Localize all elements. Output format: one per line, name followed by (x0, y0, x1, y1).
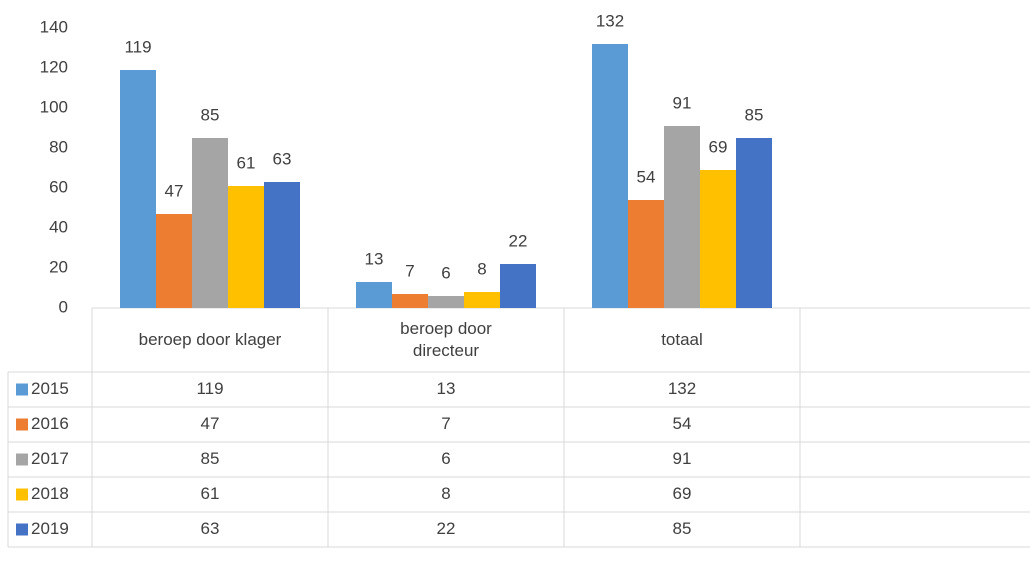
bar (356, 282, 392, 308)
legend-label: 2018 (31, 484, 69, 503)
table-cell: 69 (673, 484, 692, 503)
bar (464, 292, 500, 308)
x-tick-label: beroep door klager (138, 330, 282, 349)
legend-swatch (16, 523, 28, 536)
table-cell: 47 (201, 414, 220, 433)
bar (592, 44, 628, 308)
bar (736, 138, 772, 308)
table-cell: 85 (201, 449, 220, 468)
data-label: 91 (673, 93, 692, 112)
y-tick-label: 120 (40, 57, 68, 76)
data-label: 132 (596, 11, 624, 30)
data-label: 85 (201, 105, 220, 124)
data-label: 8 (477, 259, 486, 278)
data-label: 119 (124, 37, 151, 56)
data-label: 13 (365, 249, 384, 268)
table-cell: 22 (437, 519, 456, 538)
y-tick-label: 140 (40, 17, 68, 36)
x-tick-label: totaal (661, 330, 703, 349)
table-cell: 91 (673, 449, 692, 468)
data-label: 61 (237, 153, 256, 172)
data-label: 47 (165, 181, 184, 200)
table-cell: 13 (437, 379, 456, 398)
legend-label: 2017 (31, 449, 69, 468)
y-tick-label: 80 (49, 137, 68, 156)
category-header: totaal (661, 330, 703, 349)
data-label: 85 (745, 105, 764, 124)
bar (120, 70, 156, 308)
legend-swatch (16, 488, 28, 501)
bar (228, 186, 264, 308)
legend-swatch (16, 418, 28, 431)
data-label: 54 (637, 167, 656, 186)
bar (156, 214, 192, 308)
legend-label: 2016 (31, 414, 69, 433)
category-header: beroep door klager (138, 330, 282, 349)
bar (392, 294, 428, 308)
bar (664, 126, 700, 308)
table-cell: 119 (196, 379, 223, 398)
bar (428, 296, 464, 308)
bar (500, 264, 536, 308)
data-label: 6 (441, 263, 450, 282)
table-cell: 54 (673, 414, 692, 433)
y-tick-label: 20 (49, 257, 68, 276)
category-header: beroep door directeur (400, 319, 492, 360)
table-cell: 7 (441, 414, 450, 433)
data-label: 63 (273, 149, 292, 168)
table-cell: 63 (201, 519, 220, 538)
table-cell: 6 (441, 449, 450, 468)
table-cell: 8 (441, 484, 450, 503)
legend-label: 2019 (31, 519, 69, 538)
x-tick-label: beroep door directeur (400, 319, 492, 360)
y-tick-label: 40 (49, 217, 68, 236)
bar (264, 182, 300, 308)
bar (628, 200, 664, 308)
y-tick-label: 0 (59, 297, 68, 316)
table-cell: 132 (668, 379, 696, 398)
bar (700, 170, 736, 308)
legend-swatch (16, 453, 28, 466)
y-tick-label: 100 (40, 97, 68, 116)
data-label: 22 (509, 231, 528, 250)
legend-label: 2015 (31, 379, 69, 398)
legend-swatch (16, 383, 28, 396)
data-label: 69 (709, 137, 728, 156)
data-label: 7 (405, 261, 414, 280)
bar (192, 138, 228, 308)
table-cell: 61 (201, 484, 220, 503)
y-tick-label: 60 (49, 177, 68, 196)
table-cell: 85 (673, 519, 692, 538)
